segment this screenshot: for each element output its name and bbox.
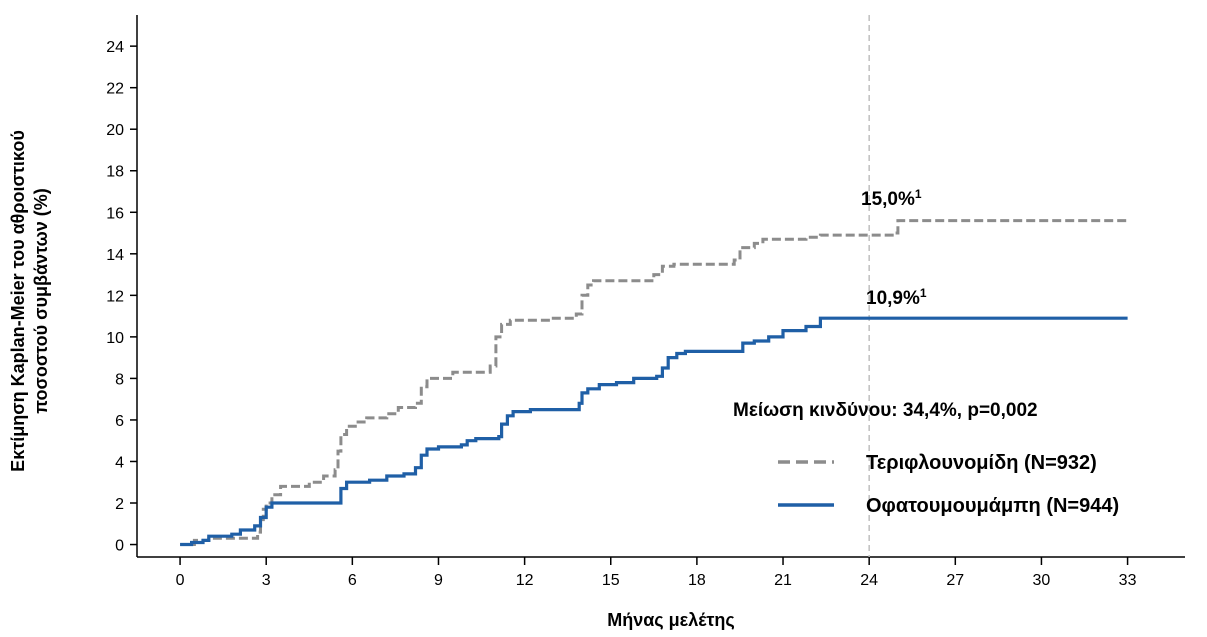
x-tick-label: 18: [688, 572, 706, 589]
x-tick-label: 30: [1033, 572, 1051, 589]
y-tick-label: 2: [115, 496, 124, 513]
series-line-ofatumumab: [180, 316, 1128, 547]
y-tick-label: 24: [106, 39, 124, 56]
end-value-annotations: 15,0%1 10,9%1: [861, 187, 927, 309]
y-tick-label: 12: [106, 288, 124, 305]
series-group: [180, 219, 1128, 547]
x-tick-label: 15: [602, 572, 620, 589]
y-tick-label: 0: [115, 538, 124, 555]
annotation-teriflunomide: 15,0%1: [861, 187, 922, 210]
y-tick-label: 10: [106, 330, 124, 347]
y-tick-label: 22: [106, 81, 124, 98]
legend-label-teriflunomide: Τεριφλουνομίδη (N=932): [866, 452, 1097, 474]
x-tick-label: 21: [774, 572, 792, 589]
y-tick-label: 20: [106, 122, 124, 139]
x-tick-label: 3: [262, 572, 271, 589]
series-line-teriflunomide: [180, 219, 1128, 546]
x-tick-label: 12: [516, 572, 534, 589]
legend: Τεριφλουνομίδη (N=932) Οφατουμουμάμπη (N…: [778, 452, 1119, 517]
risk-reduction-label: Μείωση κινδύνου: 34,4%, p=0,002: [733, 400, 1038, 421]
x-ticks: 0 3 6 9 12 15 18 21 24 27 30 33: [176, 557, 1137, 589]
x-axis-title: Μήνας μελέτης: [607, 610, 735, 630]
y-tick-label: 16: [106, 205, 124, 222]
x-tick-label: 0: [176, 572, 185, 589]
y-tick-label: 8: [115, 371, 124, 388]
y-tick-label: 18: [106, 164, 124, 181]
y-axis-title-line1: Εκτίμηση Kaplan-Meier του αθροιστικού: [8, 130, 28, 472]
annotation-superscript: 1: [915, 187, 922, 201]
y-tick-label: 14: [106, 247, 124, 264]
y-axis-title-line2: ποσοστού συμβάντων (%): [31, 188, 51, 414]
x-tick-label: 9: [434, 572, 443, 589]
x-tick-label: 6: [348, 572, 357, 589]
annotation-ofatumumab: 10,9%1: [866, 286, 927, 309]
x-tick-label: 33: [1119, 572, 1137, 589]
y-tick-label: 4: [115, 454, 124, 471]
axes: [136, 15, 1185, 558]
x-tick-label: 24: [860, 572, 878, 589]
annotation-superscript: 1: [920, 286, 927, 300]
x-tick-label: 27: [946, 572, 964, 589]
y-tick-label: 6: [115, 413, 124, 430]
legend-label-ofatumumab: Οφατουμουμάμπη (N=944): [866, 495, 1119, 517]
